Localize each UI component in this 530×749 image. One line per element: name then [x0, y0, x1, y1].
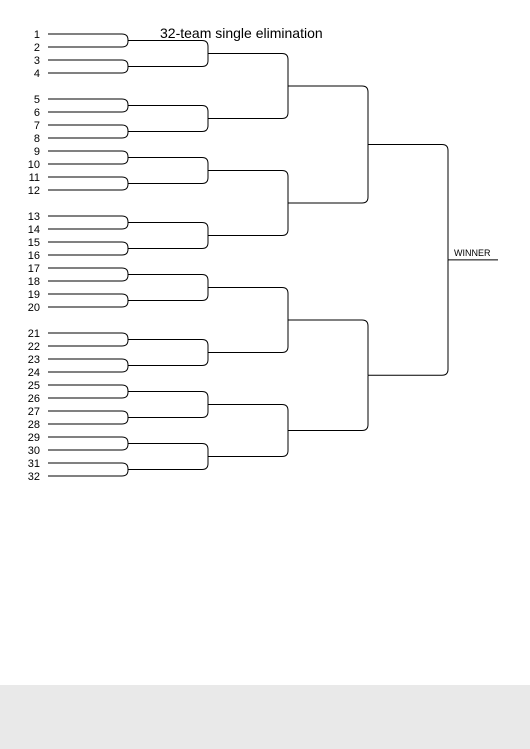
svg-text:12: 12	[28, 185, 40, 197]
svg-text:16: 16	[28, 250, 40, 262]
svg-text:17: 17	[28, 263, 40, 275]
svg-text:WINNER: WINNER	[454, 248, 491, 258]
svg-text:23: 23	[28, 354, 40, 366]
svg-text:22: 22	[28, 341, 40, 353]
svg-text:5: 5	[34, 94, 40, 106]
svg-text:28: 28	[28, 419, 40, 431]
svg-text:9: 9	[34, 146, 40, 158]
svg-text:13: 13	[28, 211, 40, 223]
svg-text:20: 20	[28, 302, 40, 314]
svg-text:14: 14	[28, 224, 40, 236]
svg-text:11: 11	[29, 172, 40, 184]
svg-text:30: 30	[28, 445, 40, 457]
svg-text:19: 19	[28, 289, 40, 301]
svg-text:6: 6	[34, 107, 40, 119]
svg-text:29: 29	[28, 432, 40, 444]
svg-text:24: 24	[28, 367, 40, 379]
svg-text:27: 27	[28, 406, 40, 418]
svg-text:2: 2	[34, 42, 40, 54]
svg-text:3: 3	[34, 55, 40, 67]
svg-text:15: 15	[28, 237, 40, 249]
svg-text:7: 7	[34, 120, 40, 132]
svg-text:32: 32	[28, 471, 40, 483]
svg-text:10: 10	[28, 159, 40, 171]
svg-text:18: 18	[28, 276, 40, 288]
svg-text:31: 31	[28, 458, 40, 470]
svg-text:26: 26	[28, 393, 40, 405]
svg-text:25: 25	[28, 380, 40, 392]
svg-text:21: 21	[28, 328, 40, 340]
bracket-diagram: 1234567891011121314151617181920212223242…	[0, 0, 530, 685]
svg-text:8: 8	[34, 133, 40, 145]
svg-text:32-team single elimination: 32-team single elimination	[160, 25, 323, 41]
page-footer	[0, 685, 530, 749]
svg-text:1: 1	[34, 29, 40, 41]
svg-text:4: 4	[34, 68, 40, 80]
